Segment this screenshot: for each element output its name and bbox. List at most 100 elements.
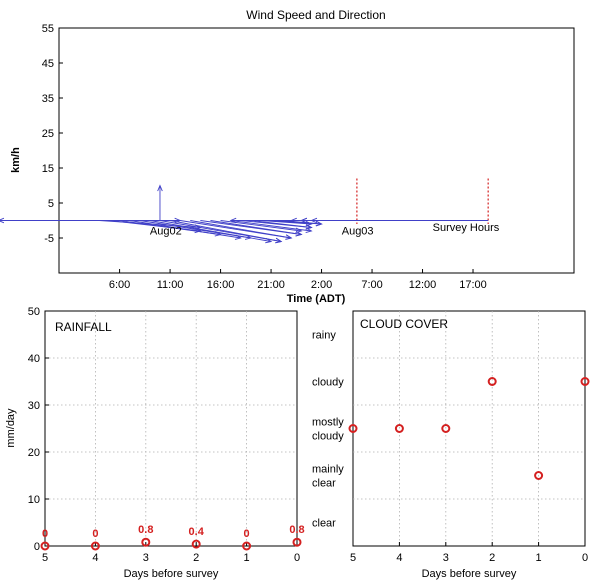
rainfall-y-tick-label: 20 — [28, 447, 40, 459]
rainfall-data-label: 0 — [92, 528, 98, 540]
rainfall-y-tick-label: 30 — [28, 400, 40, 412]
rainfall-y-axis-label: mm/day — [5, 408, 17, 448]
cloud-grid — [353, 311, 585, 546]
wind-vector — [260, 220, 313, 227]
wind-vector-shaft — [250, 220, 312, 228]
cloud-x-tick-label: 2 — [489, 552, 495, 564]
rainfall-x-tick-label: 2 — [193, 552, 199, 564]
cloud-x-tick-label: 3 — [443, 552, 449, 564]
cloud-x-ticks: 5 4 3 2 1 0 — [350, 542, 588, 564]
wind-y-tick-label: -5 — [44, 233, 54, 245]
wind-vector — [169, 220, 283, 244]
rainfall-points: 0 0 0.8 0.4 0 0.8 — [40, 524, 305, 551]
cloud-cover-chart: CLOUD COVER Days before survey clear main… — [312, 310, 590, 580]
wind-x-tick-label: 2:00 — [311, 279, 332, 291]
wind-chart: Wind Speed and Direction km/h Time (ADT)… — [0, 8, 575, 305]
cloud-category-label: cloudy — [312, 377, 344, 389]
rainfall-data-label: 0 — [244, 528, 250, 540]
wind-vector-head — [285, 234, 293, 240]
wind-vector — [229, 217, 302, 224]
rainfall-x-axis-label: Days before survey — [124, 568, 219, 580]
rainfall-point — [90, 541, 100, 551]
rainfall-x-tick-label: 4 — [92, 552, 98, 564]
wind-vectors — [0, 184, 463, 244]
wind-x-ticks: 6:00 11:00 16:00 21:00 2:00 7:00 12:00 17:00 — [109, 269, 487, 291]
wind-y-tick-label: 55 — [42, 23, 54, 35]
wind-vector — [281, 220, 323, 227]
wind-vector-head — [275, 237, 283, 244]
survey-hours-label: Survey Hours — [433, 222, 500, 234]
rainfall-data-label: 0.4 — [189, 526, 205, 538]
cloud-category-label: clear — [312, 518, 336, 530]
cloud-x-tick-label: 0 — [582, 552, 588, 564]
wind-x-tick-label: 16:00 — [207, 279, 235, 291]
wind-vector-shaft — [169, 220, 282, 242]
cloud-x-tick-label: 4 — [396, 552, 402, 564]
wind-vector-head — [305, 220, 313, 227]
cloud-cover-title: CLOUD COVER — [360, 317, 448, 331]
wind-vector-head — [290, 217, 297, 224]
wind-vector-head — [315, 220, 323, 227]
rainfall-plot-frame — [44, 310, 298, 547]
cloud-point — [348, 424, 358, 433]
cloud-x-tick-label: 5 — [350, 552, 356, 564]
cloud-points — [348, 377, 590, 480]
rainfall-x-tick-label: 5 — [42, 552, 48, 564]
wind-x-tick-label: 21:00 — [257, 279, 285, 291]
rainfall-y-tick-label: 10 — [28, 494, 40, 506]
rainfall-x-tick-label: 1 — [244, 552, 250, 564]
rainfall-chart: RAINFALL mm/day Days before survey 01020… — [5, 306, 305, 580]
wind-vector-shaft — [129, 220, 241, 239]
wind-x-tick-label: 6:00 — [109, 279, 130, 291]
cloud-category-label: mainly clear — [312, 464, 344, 490]
rainfall-title: RAINFALL — [55, 320, 112, 334]
wind-vector-shaft — [210, 220, 302, 235]
wind-y-tick-label: 15 — [42, 163, 54, 175]
cloud-point — [487, 377, 497, 386]
cloud-point — [441, 424, 451, 433]
wind-y-tick-label: 5 — [48, 198, 54, 210]
rainfall-y-ticks: 0 10 20 30 40 50 — [28, 306, 49, 553]
wind-vector — [310, 217, 463, 224]
rainfall-data-label: 0.8 — [289, 524, 304, 536]
rainfall-data-label: 0 — [42, 528, 48, 540]
wind-vector — [0, 217, 160, 224]
rainfall-y-tick-label: 0 — [34, 541, 40, 553]
cloud-point — [534, 471, 544, 480]
cloud-y-category-labels: clear mainly clear mostly cloudy cloudy rainy — [312, 330, 344, 530]
wind-vector-shaft — [230, 220, 312, 232]
wind-vector-head — [229, 217, 237, 224]
wind-x-tick-label: 7:00 — [361, 279, 382, 291]
wind-y-tick-label: 25 — [42, 128, 54, 140]
wind-vector-shaft — [260, 220, 312, 225]
cloud-point — [394, 424, 404, 433]
wind-vector — [190, 220, 293, 240]
rainfall-point — [242, 541, 252, 551]
wind-x-tick-label: 11:00 — [157, 279, 184, 291]
wind-y-ticks: -5 5 15 25 35 45 55 — [42, 23, 63, 245]
wind-x-tick-label: 12:00 — [409, 279, 437, 291]
cloud-x-tick-label: 1 — [536, 552, 542, 564]
cloud-category-label: rainy — [312, 330, 336, 342]
wind-x-axis-label: Time (ADT) — [287, 293, 346, 305]
wind-annotations: Aug02 Aug03 Survey Hours — [150, 222, 500, 238]
cloud-point — [580, 377, 590, 386]
cloud-plot-frame — [352, 310, 586, 547]
date-annotation: Aug02 — [150, 226, 182, 238]
wind-chart-title: Wind Speed and Direction — [246, 8, 385, 22]
rainfall-point — [141, 537, 151, 547]
wind-y-tick-label: 45 — [42, 58, 54, 70]
wind-vector-head — [157, 184, 163, 192]
rainfall-x-tick-label: 0 — [294, 552, 300, 564]
rainfall-point — [40, 541, 50, 551]
rainfall-x-tick-label: 3 — [143, 552, 149, 564]
rainfall-y-tick-label: 50 — [28, 306, 40, 318]
wind-vector-shaft — [281, 220, 322, 225]
wind-vector-head — [0, 217, 5, 224]
wind-vector-head — [300, 217, 308, 224]
rainfall-point — [191, 539, 201, 549]
wind-x-tick-label: 17:00 — [459, 279, 487, 291]
wind-vector — [157, 184, 163, 221]
rainfall-grid — [45, 311, 297, 546]
